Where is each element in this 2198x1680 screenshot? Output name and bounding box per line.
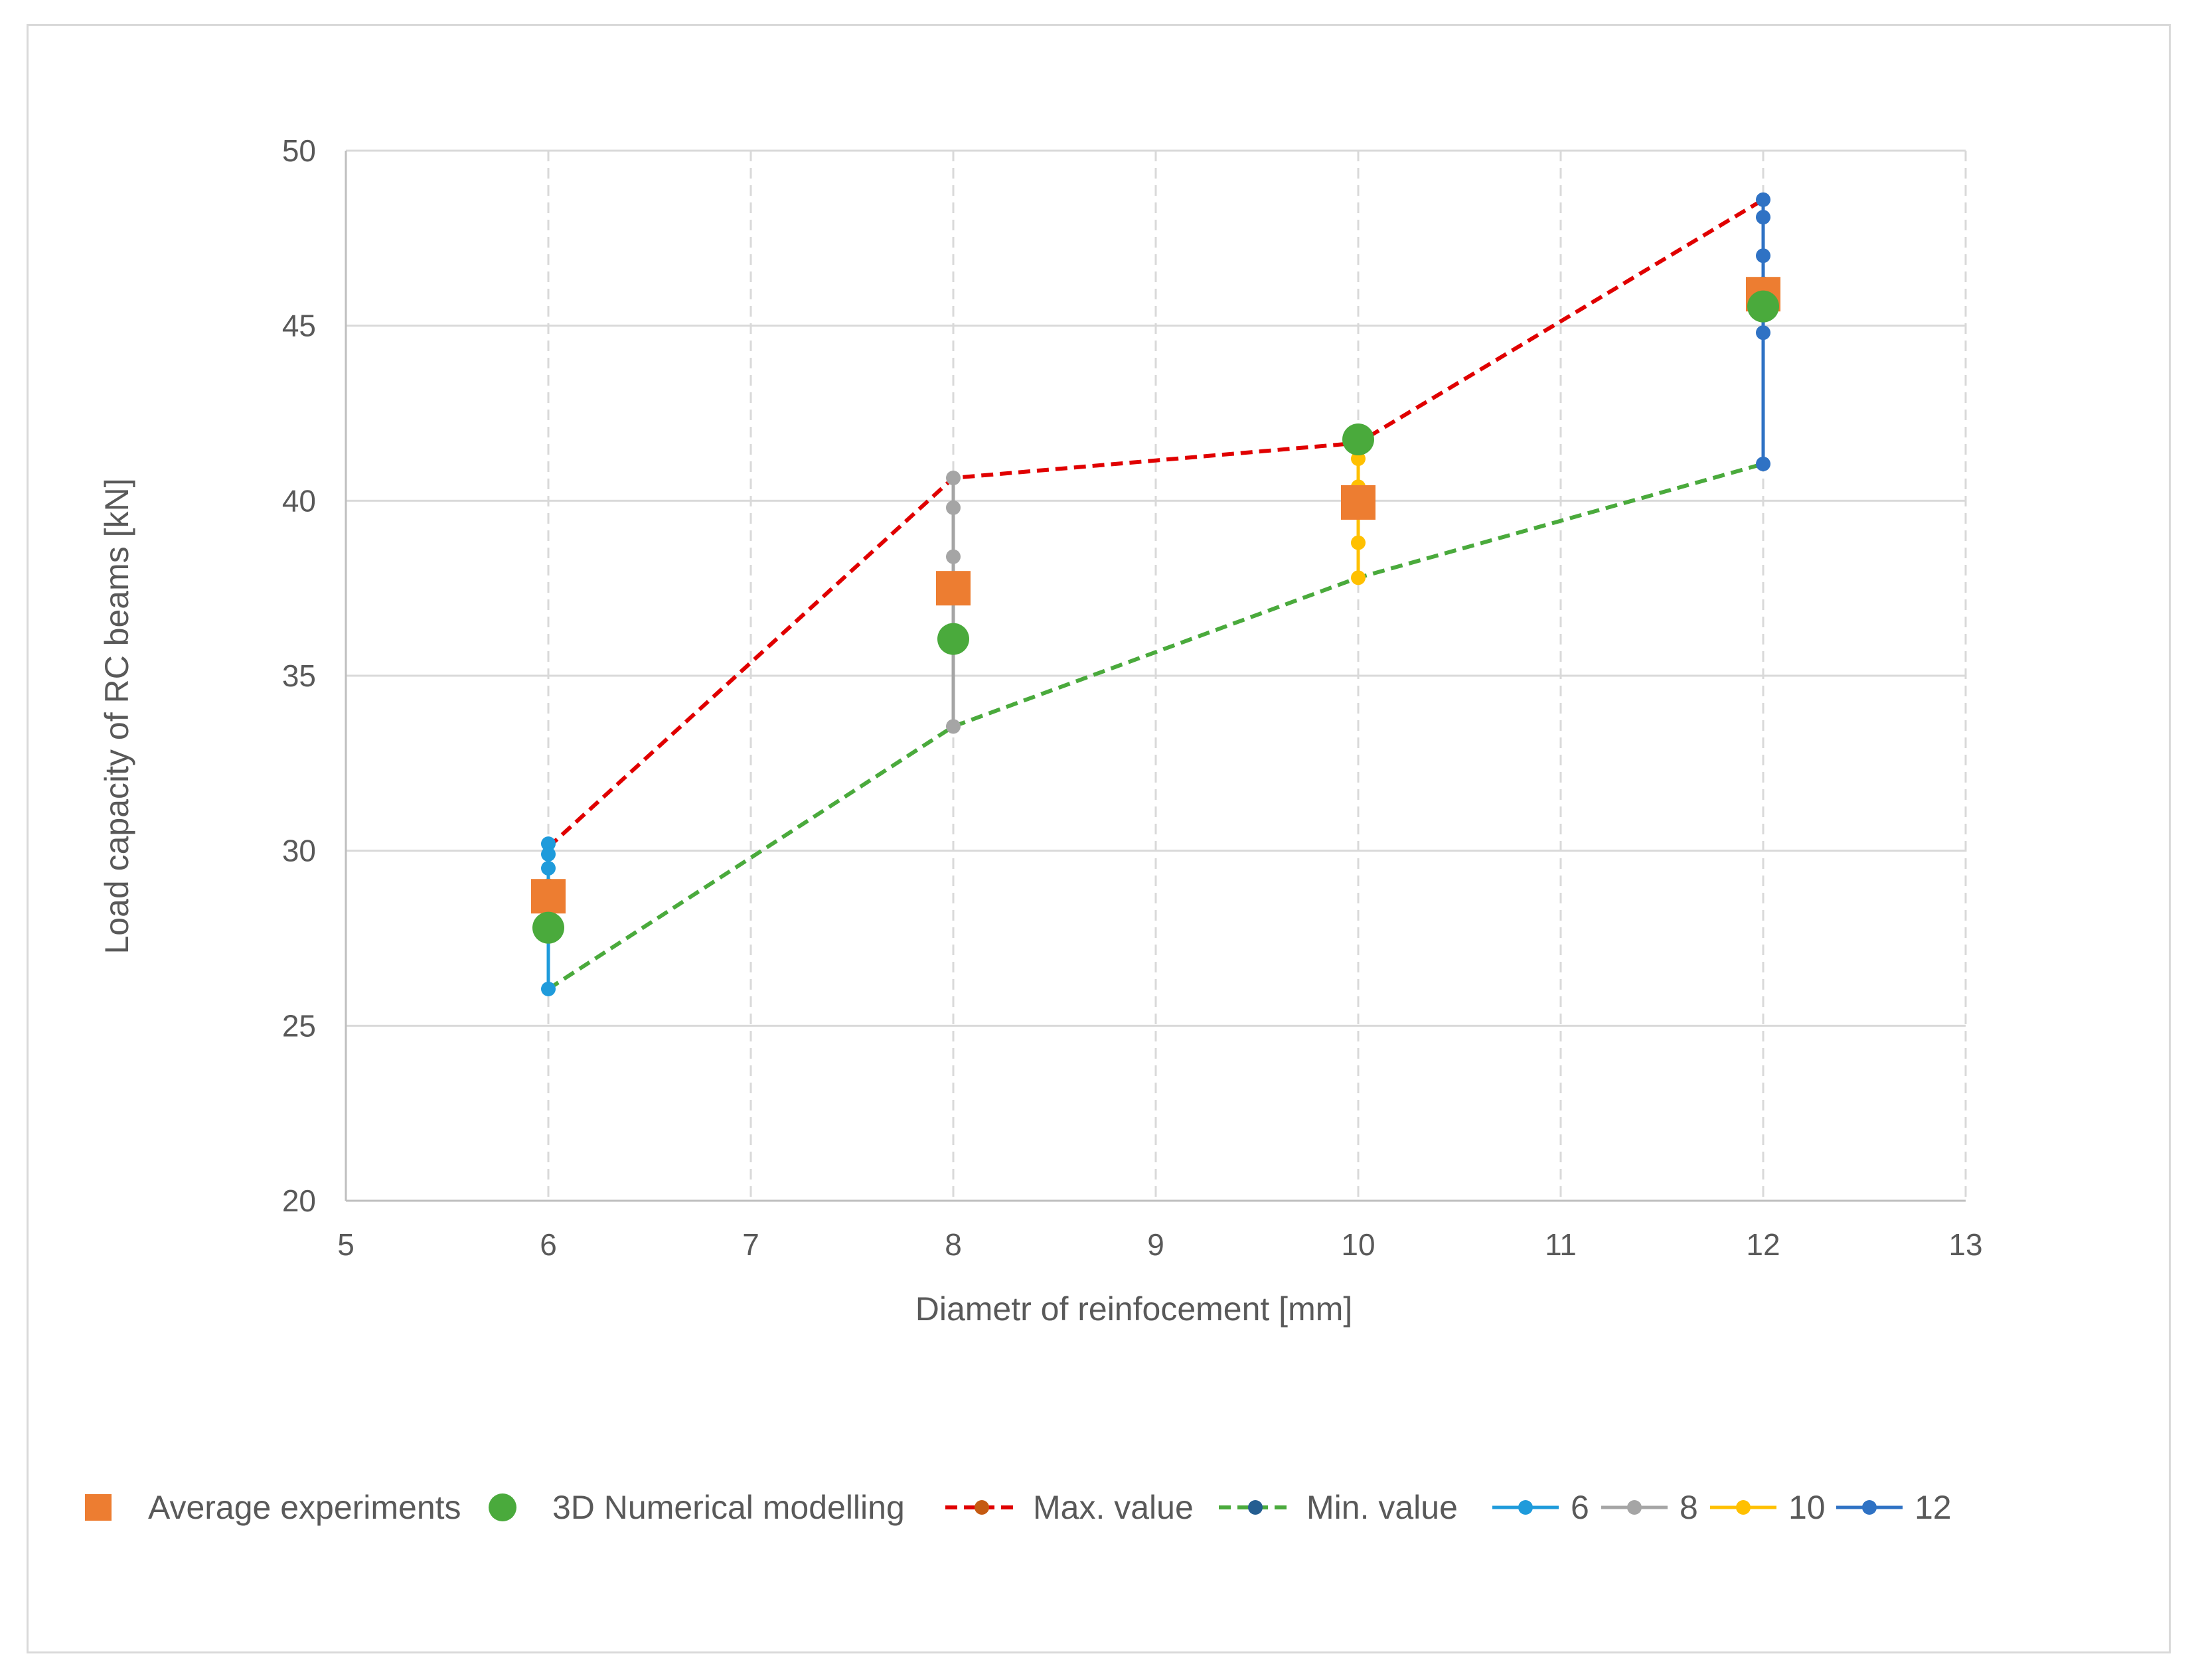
legend-label: 6 (1571, 1489, 1589, 1526)
legend-label: 3D Numerical modelling (552, 1489, 905, 1526)
y-tick-label: 35 (282, 658, 316, 693)
average-experiment-point (531, 879, 566, 914)
legend-swatch-marker (975, 1500, 989, 1515)
legend-label: Min. value (1306, 1489, 1458, 1526)
numerical-model-point (1342, 423, 1374, 456)
legend-label: 8 (1680, 1489, 1698, 1526)
y-tick-label: 50 (282, 133, 316, 168)
x-tick-label: 5 (337, 1227, 354, 1262)
series-10-point (1351, 570, 1366, 585)
legend-swatch-marker (1862, 1500, 1877, 1515)
numerical-model-point (937, 623, 969, 655)
numerical-model-point (1747, 290, 1779, 323)
legend-swatch-average (85, 1494, 112, 1521)
legend: Average experiments 3D Numerical modellin… (85, 1489, 1952, 1526)
legend-swatch-marker (1248, 1500, 1263, 1515)
x-tick-label: 8 (945, 1227, 962, 1262)
series-12-point (1756, 456, 1770, 471)
legend-label: Max. value (1033, 1489, 1194, 1526)
series-8-point (946, 549, 961, 564)
y-tick-label: 25 (282, 1008, 316, 1043)
legend-swatch-marker (1736, 1500, 1751, 1515)
series-12-point (1756, 325, 1770, 341)
chart-frame: 5 6 7 8 9 10 11 12 13 20 25 30 35 40 45 50 Diametr of r… (27, 24, 2171, 1653)
x-tick-label: 7 (742, 1227, 759, 1262)
series-6-point (541, 846, 556, 862)
series-markers (531, 192, 1780, 996)
numerical-model-point (532, 911, 564, 944)
series-8-point (946, 719, 961, 734)
tick-labels: 5 6 7 8 9 10 11 12 13 20 25 30 35 40 45 50 (282, 133, 1983, 1262)
max-value-line (546, 198, 1765, 849)
series-12-point (1756, 210, 1770, 225)
x-tick-label: 13 (1948, 1227, 1982, 1262)
chart-svg: 5 6 7 8 9 10 11 12 13 20 25 30 35 40 45 50 Diametr of r… (85, 133, 1983, 1526)
legend-swatch-marker (1627, 1500, 1642, 1515)
y-tick-label: 30 (282, 834, 316, 868)
legend-label: 10 (1788, 1489, 1826, 1526)
legend-label: 12 (1915, 1489, 1952, 1526)
legend-swatch-numerical (489, 1493, 516, 1521)
x-tick-label: 12 (1746, 1227, 1780, 1262)
y-axis-label: Load capacity of RC beams [kN] (98, 479, 135, 955)
x-tick-label: 11 (1545, 1227, 1577, 1262)
series-6-point (541, 981, 556, 996)
series-10-point (1351, 451, 1366, 467)
y-tick-label: 45 (282, 309, 316, 343)
series-10-point (1351, 535, 1366, 550)
legend-label: Average experiments (148, 1489, 461, 1526)
grid (346, 149, 1967, 1201)
min-value-line (547, 462, 1764, 991)
series-6-point (541, 836, 556, 852)
series-12-point (1756, 192, 1770, 207)
y-tick-label: 40 (282, 483, 316, 518)
series-8-point (946, 500, 961, 515)
y-tick-label: 20 (282, 1184, 316, 1218)
series-6-point (541, 861, 556, 876)
series-12-point (1756, 248, 1770, 264)
series-lines (546, 198, 1765, 991)
average-experiment-point (1341, 485, 1375, 520)
axes (345, 151, 1966, 1202)
x-tick-label: 10 (1341, 1227, 1375, 1262)
x-axis-label: Diametr of reinfocement [mm] (915, 1290, 1353, 1328)
legend-swatch-marker (1518, 1500, 1533, 1515)
average-experiment-point (936, 571, 971, 606)
x-tick-label: 6 (540, 1227, 557, 1262)
series-8-point (946, 471, 961, 486)
x-tick-label: 9 (1147, 1227, 1164, 1262)
